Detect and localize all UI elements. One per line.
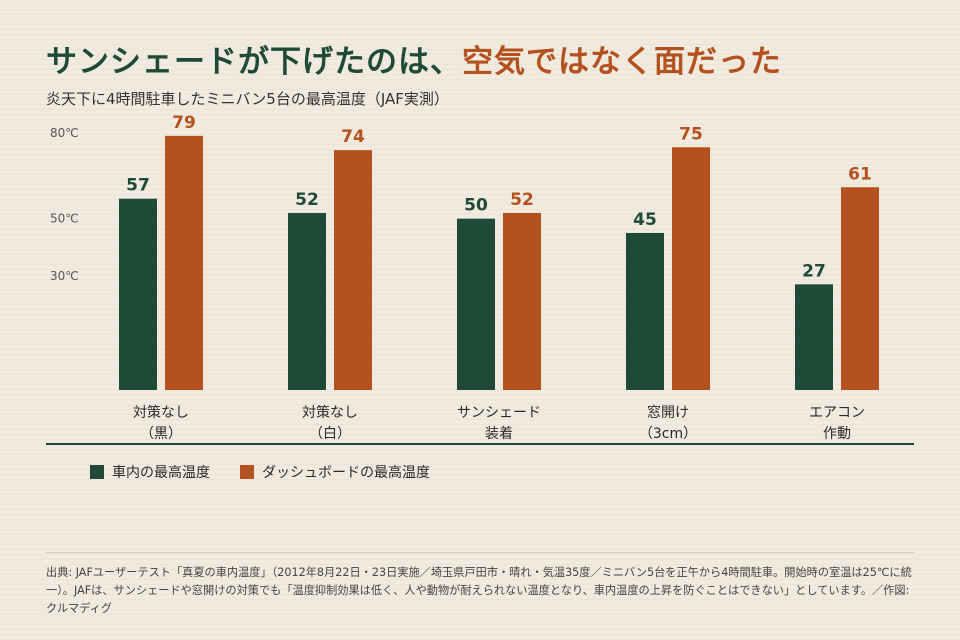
category-label-2-1: 装着: [485, 426, 513, 442]
y-tick-label-2: 30℃: [50, 269, 79, 283]
category-label-0-0: 対策なし: [133, 404, 189, 421]
bar-dashboard-4: [841, 187, 879, 390]
legend-swatch-cabin: [90, 465, 104, 479]
bar-cabin-1: [288, 212, 326, 390]
legend-item-cabin: 車内の最高温度: [90, 462, 210, 482]
bar-cabin-4: [795, 284, 833, 390]
category-label-3-1: （3cm）: [639, 426, 697, 442]
bar-dashboard-1: [334, 150, 372, 390]
value-label-dashboard-4: 61: [848, 164, 872, 184]
value-label-cabin-4: 27: [802, 261, 826, 281]
title-main: サンシェードが下げたのは、: [46, 44, 462, 80]
legend-swatch-dashboard: [240, 465, 254, 479]
value-label-dashboard-3: 75: [679, 124, 703, 144]
category-label-2-0: サンシェード: [457, 405, 541, 421]
category-label-4-1: 作動: [823, 426, 851, 442]
category-label-0-1: （黒）: [140, 426, 182, 442]
bar-dashboard-3: [672, 147, 710, 390]
source-divider: [46, 552, 914, 553]
value-label-cabin-1: 52: [295, 190, 319, 210]
y-tick-label-1: 50℃: [50, 212, 79, 226]
legend-label-dashboard: ダッシュボードの最高温度: [262, 465, 430, 481]
legend: 車内の最高温度 ダッシュボードの最高温度: [90, 462, 460, 482]
bar-chart: 80℃ 50℃ 30℃ 57 79 対策なし （黒） 52 74 対策なし （白） 50 52 サンシェー…: [46, 113, 914, 445]
legend-label-cabin: 車内の最高温度: [112, 465, 210, 481]
value-label-dashboard-1: 74: [341, 127, 365, 147]
value-label-cabin-0: 57: [126, 176, 150, 196]
value-label-cabin-3: 45: [633, 210, 657, 230]
category-label-1-0: 対策なし: [302, 404, 358, 421]
bar-cabin-0: [119, 198, 157, 390]
y-tick-label-0: 80℃: [50, 126, 79, 140]
legend-item-dashboard: ダッシュボードの最高温度: [240, 462, 430, 482]
source-note: 出典: JAFユーザーテスト「真夏の車内温度」（2012年8月22日・23日実施…: [46, 566, 912, 615]
category-label-1-1: （白）: [309, 426, 351, 442]
bar-dashboard-2: [503, 212, 541, 390]
chart-title: サンシェードが下げたのは、空気ではなく面だった: [46, 36, 782, 81]
title-accent: 空気ではなく面だった: [462, 44, 782, 80]
chart-subtitle: 炎天下に4時間駐車したミニバン5台の最高温度（JAF実測）: [46, 90, 449, 108]
value-label-cabin-2: 50: [464, 196, 488, 216]
value-label-dashboard-0: 79: [172, 113, 196, 133]
category-label-3-0: 窓開け: [647, 404, 689, 421]
bar-cabin-3: [626, 232, 664, 390]
bar-cabin-2: [457, 218, 495, 390]
bar-dashboard-0: [165, 135, 203, 390]
value-label-dashboard-2: 52: [510, 190, 534, 210]
category-label-4-0: エアコン: [809, 405, 865, 421]
